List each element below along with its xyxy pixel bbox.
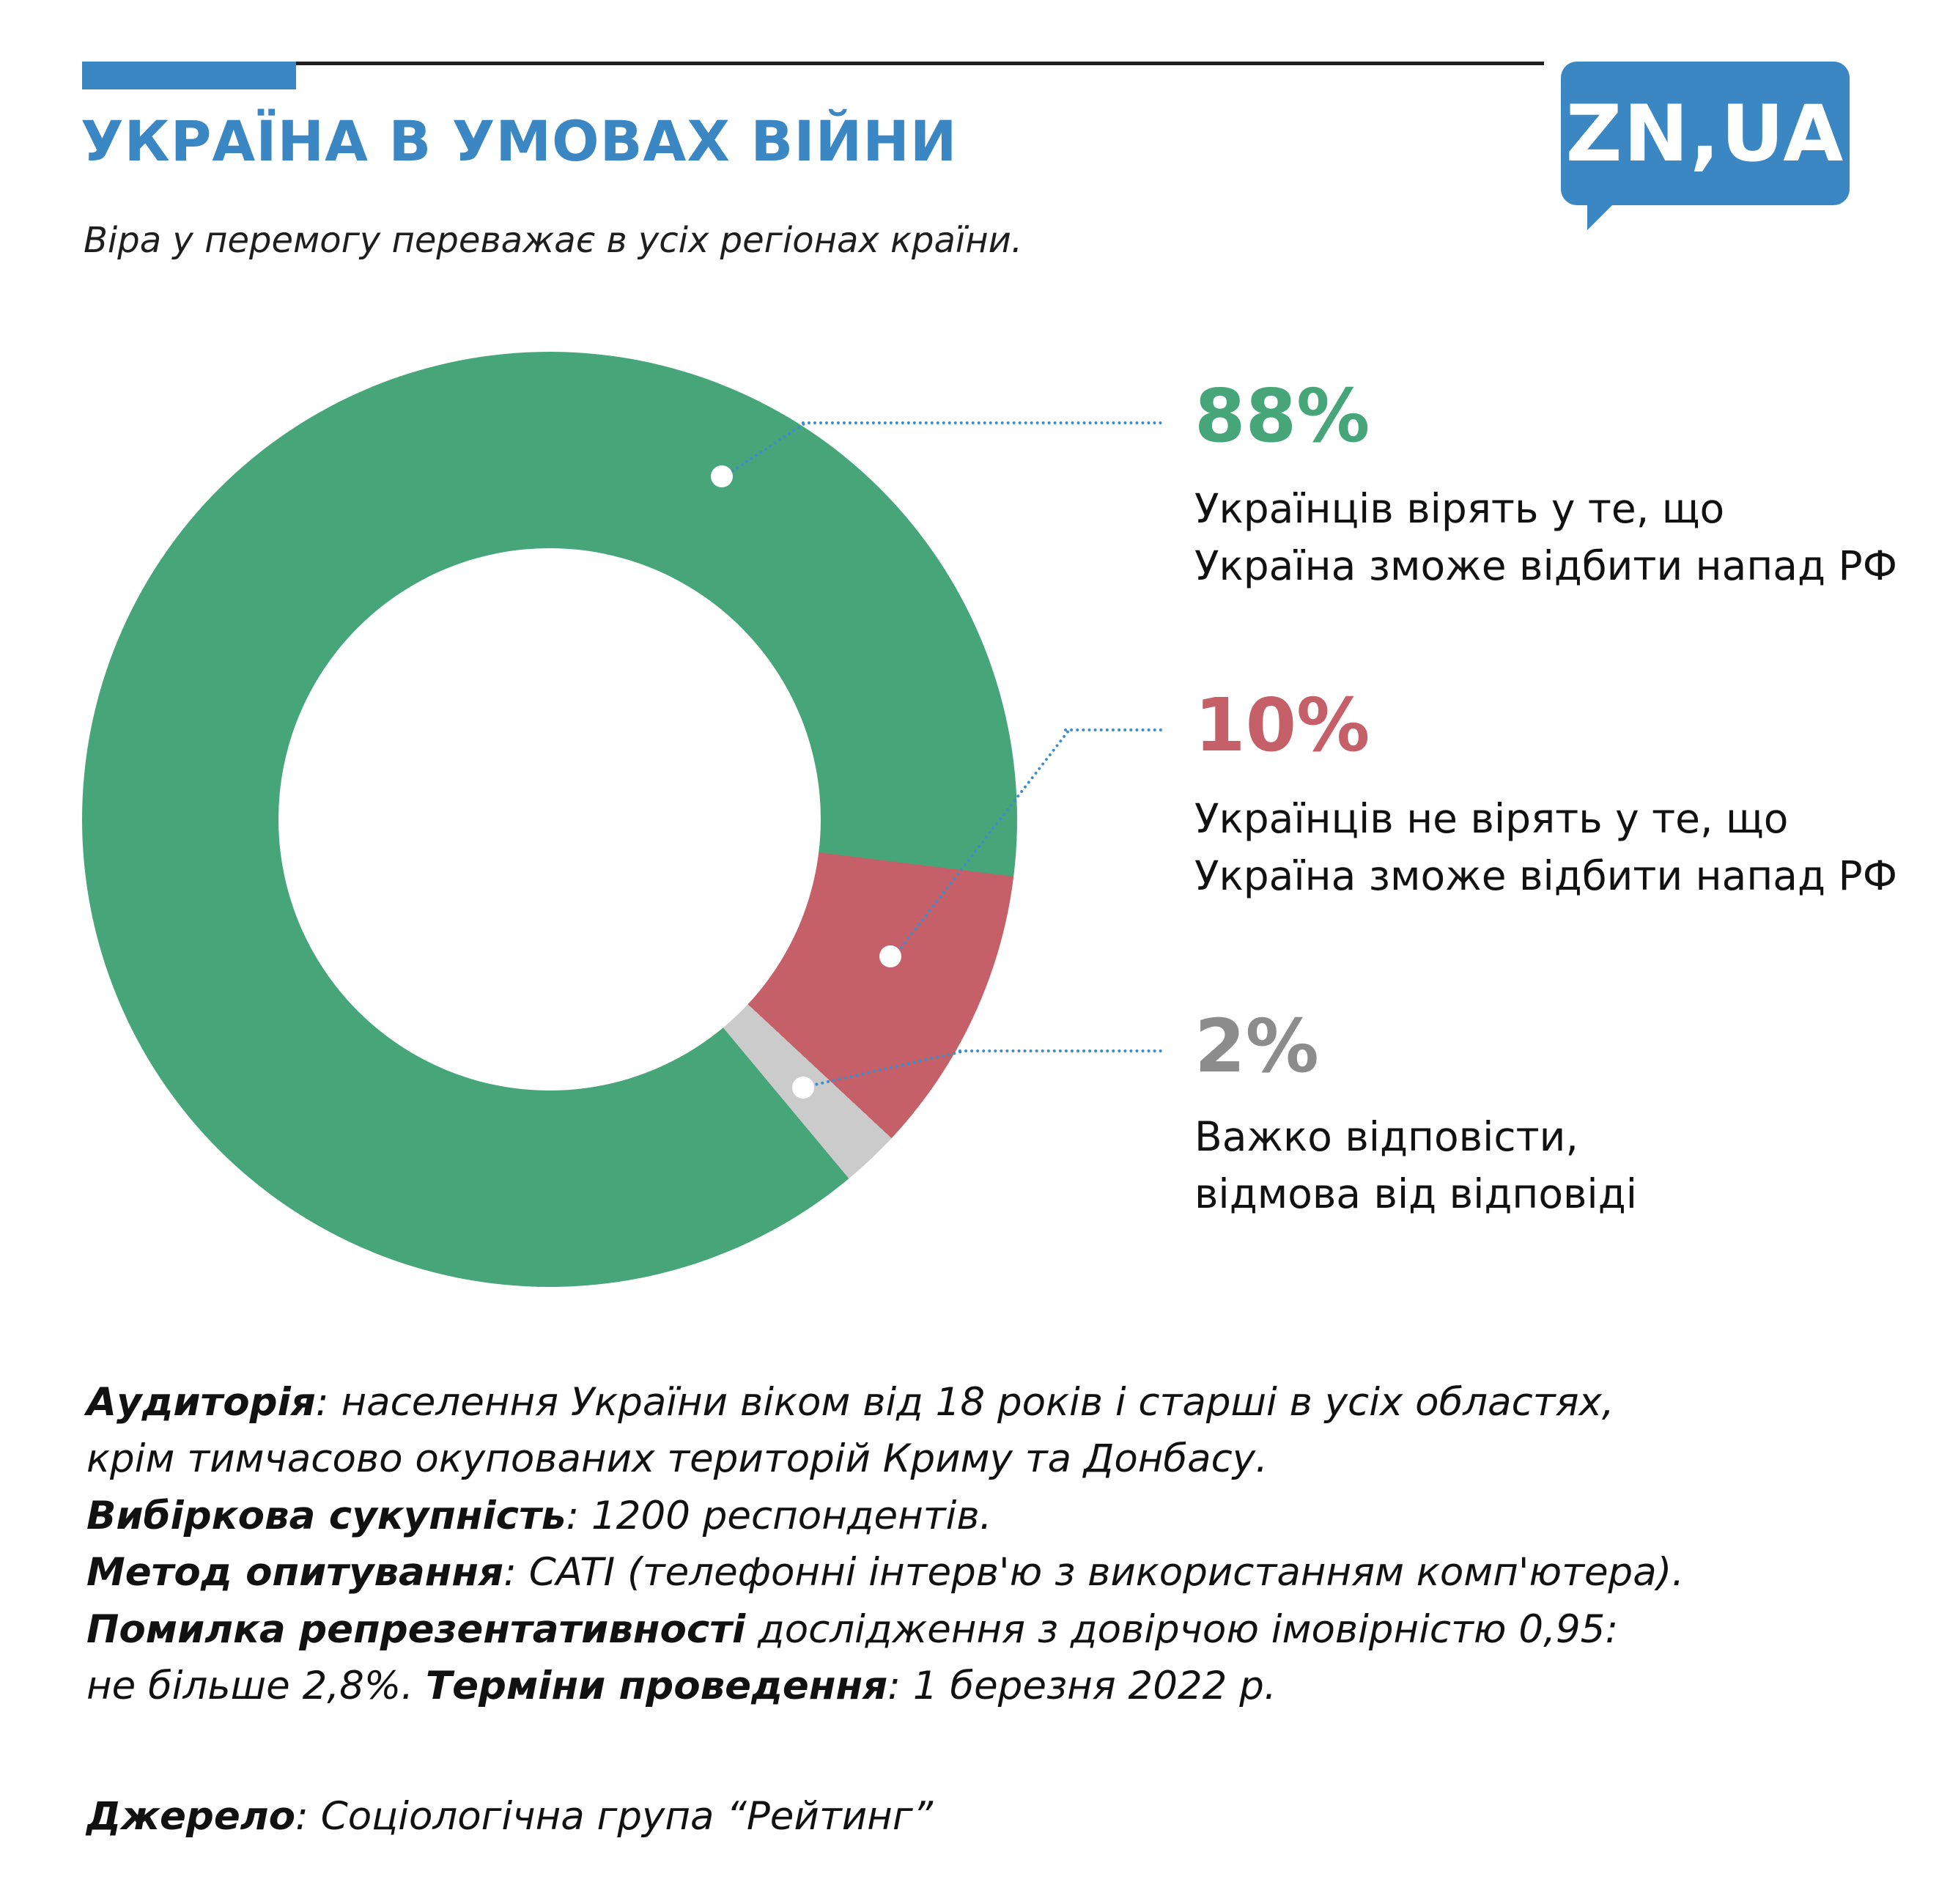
znua-logo: ZN,UA (1561, 62, 1850, 230)
methodology-label-method: Метод опитування (86, 1550, 504, 1595)
callout-label-88: Українців вірять у те, що Україна зможе … (1194, 485, 1898, 590)
methodology-line-1: Аудиторія: населення України віком від 1… (86, 1374, 1860, 1431)
znua-logo-text: ZN,UA (1565, 88, 1845, 179)
leader-line-2-horizontal (959, 1049, 1162, 1052)
source-text: : Соціологічна група “Рейтинг” (295, 1794, 934, 1839)
methodology-text-sample: : 1200 респондентів. (566, 1493, 992, 1538)
methodology-text-audience-2: крім тимчасово окупованих територій Крим… (86, 1436, 1268, 1482)
page-subtitle: Віра у перемогу переважає в усіх регіона… (84, 220, 1023, 261)
methodology-line-4: Метод опитування: CATI (телефонні інтерв… (86, 1544, 1860, 1601)
callout-value-2: 2% (1194, 1003, 1319, 1089)
leader-line-88-horizontal (802, 421, 1162, 424)
leader-line-10-horizontal (1064, 728, 1162, 731)
accent-bar (82, 62, 296, 89)
donut-hole (278, 548, 821, 1091)
anchor-dot-10 (879, 945, 901, 967)
methodology-line-5: Помилка репрезентативності дослідження з… (86, 1601, 1860, 1658)
top-rule (82, 62, 1544, 65)
source-label: Джерело (86, 1794, 296, 1839)
methodology-text-dates: : 1 березня 2022 р. (887, 1663, 1277, 1708)
znua-logo-tail (1587, 205, 1612, 230)
methodology-line-2: крім тимчасово окупованих територій Крим… (86, 1431, 1860, 1487)
callout-value-88: 88% (1194, 373, 1370, 459)
methodology-label-sample: Вибіркова сукупність (86, 1493, 566, 1538)
methodology-text-error: дослідження з довірчою імовірністю 0,95: (745, 1606, 1619, 1652)
methodology-label-error: Помилка репрезентативності (86, 1606, 746, 1652)
methodology-label-audience: Аудиторія (86, 1380, 316, 1425)
anchor-dot-88 (711, 465, 733, 487)
page-title: УКРАЇНА В УМОВАХ ВІЙНИ (81, 108, 958, 174)
methodology-text-audience: : населення України віком від 18 років і… (315, 1380, 1614, 1425)
methodology-label-dates: Терміни проведення (425, 1663, 888, 1708)
methodology-line-3: Вибіркова сукупність: 1200 респондентів. (86, 1488, 1860, 1544)
callout-label-10: Українців не вірять у те, що Україна змо… (1194, 795, 1898, 900)
anchor-dot-2 (792, 1077, 814, 1099)
methodology-text-error-2: не більше 2,8%. (86, 1663, 426, 1708)
donut-chart (82, 352, 1017, 1287)
source-line: Джерело: Соціологічна група “Рейтинг” (86, 1794, 933, 1839)
callout-label-2: Важко відповісти, відмова від відповіді (1194, 1113, 1638, 1218)
methodology-block: Аудиторія: населення України віком від 1… (86, 1374, 1860, 1714)
methodology-text-method: : CATI (телефонні інтерв'ю з використанн… (503, 1550, 1685, 1595)
callout-value-10: 10% (1194, 682, 1370, 768)
methodology-line-6: не більше 2,8%. Терміни проведення: 1 бе… (86, 1658, 1860, 1714)
